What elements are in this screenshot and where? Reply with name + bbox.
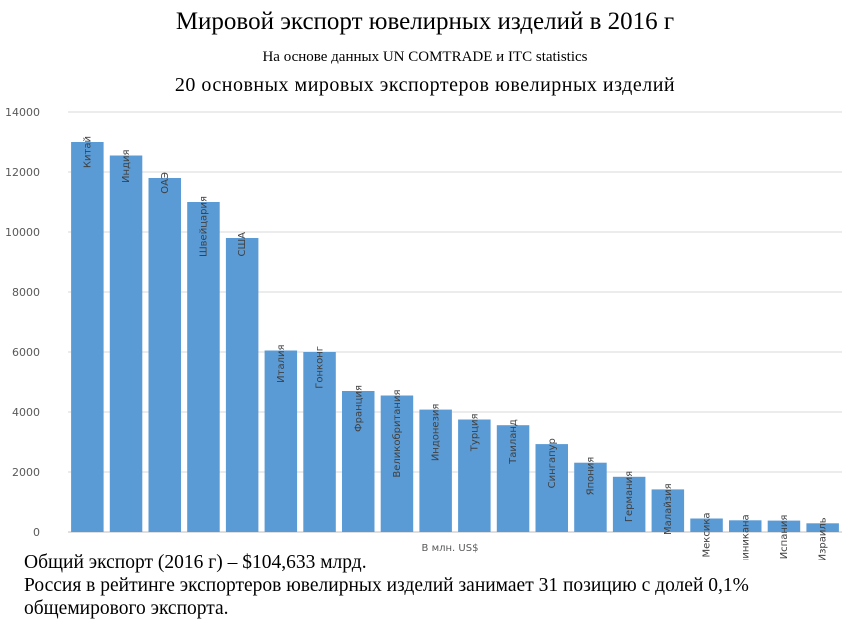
bar-chart: 0 2000 4000 6000 8000 10000 12000 14000 Китай Ин… (5, 106, 842, 560)
note-russia-rank-cont: общемирового экспорта. (24, 598, 229, 619)
source-note: На основе данных UN COMTRADE и ITC stati… (262, 49, 588, 65)
bar-label: Индонезия (431, 404, 442, 462)
y-tick-label: 6000 (12, 346, 40, 359)
page-title: Мировой экспорт ювелирных изделий в 2016… (175, 8, 675, 35)
bar-12 (496, 425, 530, 532)
y-axis-ticks: 0 2000 4000 6000 8000 10000 12000 14000 (5, 106, 40, 539)
bar-label: США (237, 232, 248, 257)
bar-label: Китай (82, 136, 93, 168)
y-tick-label: 12000 (5, 166, 40, 179)
bar-label: Таиланд (508, 419, 519, 465)
y-tick-label: 14000 (5, 106, 40, 119)
bar-15 (612, 476, 646, 532)
bar-label: ОАЭ (160, 172, 171, 194)
bar-4 (187, 202, 220, 532)
summary-notes: Общий экспорт (2016 г) – $104,633 млрд. … (24, 551, 844, 620)
bar-label: Индия (121, 150, 132, 183)
bar-label: Турция (469, 414, 480, 453)
bar-14 (574, 462, 607, 532)
bar-9 (380, 395, 414, 532)
chart-title: 20 основных мировых экспортеров ювелирны… (174, 74, 676, 96)
bar-6 (264, 350, 298, 532)
x-axis-label: В млн. US$ (422, 543, 479, 554)
bar-19 (767, 520, 801, 532)
bar-label: Швейцария (199, 196, 210, 257)
bar-1 (71, 142, 104, 532)
bar-20 (806, 523, 839, 532)
bar-label: Япония (586, 457, 597, 496)
bar-2 (109, 155, 143, 532)
bar-label: Италия (276, 345, 287, 383)
bar-10 (419, 409, 452, 532)
bar-label: Великобритания (392, 390, 403, 478)
bar-7 (303, 352, 336, 532)
bar-5 (225, 238, 259, 532)
bar-label: Сингапур (547, 438, 558, 488)
bar-labels: Китай Индия ОАЭ Швейцария США Италия Гонконг Фр… (82, 136, 828, 560)
bar-label: Гонконг (315, 346, 326, 389)
bar-18 (729, 520, 762, 532)
note-total-export: Общий экспорт (2016 г) – $104,633 млрд. (24, 552, 367, 573)
y-tick-label: 8000 (12, 286, 40, 299)
y-tick-label: 10000 (5, 226, 40, 239)
bar-label: Мексика (702, 513, 713, 558)
bar-label: Франция (353, 385, 364, 432)
bar-17 (690, 518, 723, 532)
y-tick-label: 0 (33, 526, 40, 539)
bar-3 (148, 178, 181, 532)
bar-label: Израиль (818, 517, 829, 560)
bar-label: Малайзия (663, 483, 674, 535)
bar-label: Испания (779, 515, 790, 560)
bars (71, 142, 839, 532)
y-tick-label: 4000 (12, 406, 40, 419)
bar-16 (651, 489, 685, 532)
bar-13 (535, 444, 568, 532)
bar-label: Германия (624, 471, 635, 522)
grid-lines (68, 111, 842, 533)
bar-label: Доминикана (740, 514, 751, 560)
bar-8 (342, 391, 375, 532)
note-russia-rank: Россия в рейтинге экспортеров ювелирных … (24, 575, 749, 596)
bar-11 (458, 419, 491, 532)
y-tick-label: 2000 (12, 466, 40, 479)
